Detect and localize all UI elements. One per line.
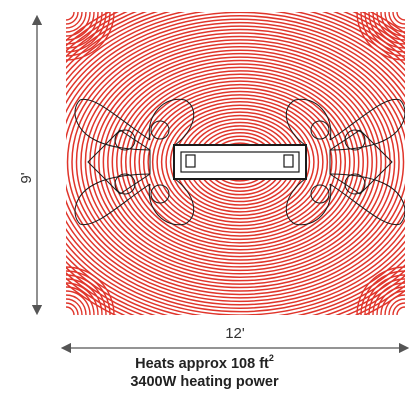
- heat-ring: [66, 18, 405, 306]
- heat-lobe: [329, 173, 405, 226]
- heat-lobe: [329, 98, 405, 151]
- coverage-area-text: Heats approx 108 ft: [135, 356, 269, 372]
- left-lobe-group: [74, 98, 195, 226]
- heat-lobe: [285, 178, 332, 226]
- width-dimension-label: 12': [225, 325, 245, 342]
- corner-heat-ring: [396, 306, 405, 315]
- heat-ring: [66, 15, 405, 309]
- corner-heat-ring: [392, 12, 405, 25]
- heat-lobe: [87, 129, 151, 195]
- heat-ring: [80, 39, 400, 285]
- heater-unit-icon: [173, 144, 307, 180]
- heat-ring: [98, 52, 382, 272]
- heat-ring: [138, 83, 342, 241]
- heat-ring: [71, 32, 405, 292]
- corner-heat-ring: [396, 12, 405, 21]
- heat-ring: [93, 49, 387, 275]
- right-lobe-group: [285, 98, 405, 226]
- heat-ring: [142, 87, 338, 237]
- heat-ring: [120, 70, 360, 254]
- coverage-area-caption: Heats approx 108 ft2: [0, 353, 409, 373]
- heat-ring: [156, 97, 324, 227]
- heat-ring: [107, 59, 373, 265]
- corner-heat-ring: [66, 294, 87, 315]
- heat-lobe-circle: [114, 173, 136, 195]
- heat-lobe-circle: [150, 120, 170, 140]
- heat-lobe: [329, 129, 393, 195]
- corner-heat-ring: [66, 12, 75, 21]
- heat-ring: [66, 28, 405, 296]
- heat-ring: [75, 35, 405, 289]
- height-dimension-label: 9': [18, 172, 35, 183]
- heat-lobe-circle: [310, 120, 330, 140]
- corner-heat-ring: [66, 12, 87, 33]
- heat-ring: [66, 12, 405, 313]
- heat-lobe-circle: [150, 184, 170, 204]
- heat-ring: [66, 25, 405, 299]
- corner-heat-ring: [392, 302, 405, 315]
- heat-lobe: [285, 98, 332, 146]
- heat-lobe: [74, 98, 151, 151]
- heat-ring: [133, 80, 347, 244]
- heat-ring: [102, 56, 378, 268]
- heat-ring: [125, 73, 355, 251]
- heat-ring: [129, 76, 351, 248]
- heat-lobe-circle: [310, 184, 330, 204]
- heat-ring: [89, 46, 391, 278]
- heat-ring: [169, 107, 311, 217]
- corner-heat-ring: [66, 12, 91, 37]
- heat-lobe-pattern: [74, 98, 405, 226]
- corner-heat-ring: [66, 298, 83, 315]
- heat-rings: [66, 12, 405, 315]
- heat-lobe-circle: [344, 129, 366, 151]
- corner-heat-ring: [66, 282, 99, 315]
- heat-ring: [160, 101, 320, 223]
- heat-ring: [165, 104, 315, 220]
- corner-heat-ring: [66, 278, 103, 315]
- heat-lobe-circle: [114, 129, 136, 151]
- heat-ring: [111, 63, 369, 261]
- heat-ring: [66, 21, 405, 303]
- heat-lobe: [148, 98, 195, 146]
- corner-heat-ring: [66, 290, 91, 315]
- heat-ring: [116, 66, 364, 258]
- heat-lobe: [74, 173, 151, 226]
- square-superscript: 2: [268, 353, 274, 364]
- heat-lobe-circle: [344, 173, 366, 195]
- heat-ring: [84, 42, 396, 282]
- heat-ring: [151, 94, 329, 230]
- heat-lobe: [148, 178, 195, 226]
- corner-heat-ring: [388, 298, 405, 315]
- corner-heat-ring: [66, 306, 75, 315]
- heat-ring: [147, 90, 333, 234]
- heating-power-caption: 3400W heating power: [130, 374, 279, 390]
